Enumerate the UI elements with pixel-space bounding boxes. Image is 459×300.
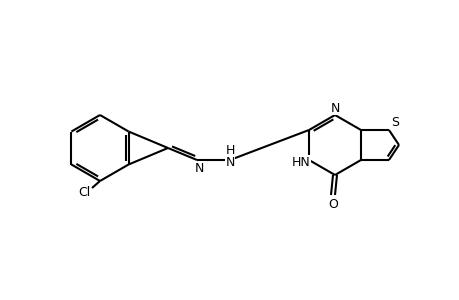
Text: N: N — [194, 161, 203, 175]
Text: N: N — [225, 155, 234, 169]
Text: Cl: Cl — [78, 187, 90, 200]
Text: O: O — [327, 199, 337, 212]
Text: H: H — [225, 143, 234, 157]
Text: N: N — [330, 101, 339, 115]
Text: S: S — [390, 116, 398, 128]
Text: HN: HN — [291, 155, 310, 169]
